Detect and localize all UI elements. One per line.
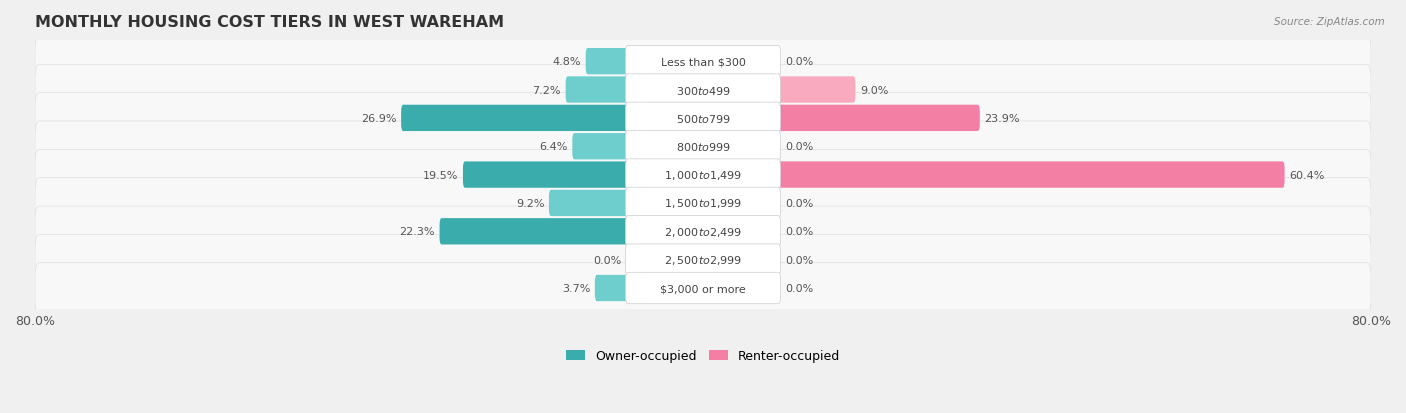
FancyBboxPatch shape bbox=[572, 134, 630, 160]
FancyBboxPatch shape bbox=[586, 49, 630, 75]
FancyBboxPatch shape bbox=[626, 159, 780, 191]
Text: 0.0%: 0.0% bbox=[785, 227, 813, 237]
Text: 0.0%: 0.0% bbox=[785, 142, 813, 152]
Text: $2,500 to $2,999: $2,500 to $2,999 bbox=[664, 254, 742, 266]
Text: 7.2%: 7.2% bbox=[533, 85, 561, 95]
Legend: Owner-occupied, Renter-occupied: Owner-occupied, Renter-occupied bbox=[567, 349, 839, 363]
Text: 0.0%: 0.0% bbox=[785, 57, 813, 67]
Text: 23.9%: 23.9% bbox=[984, 114, 1019, 123]
Text: 9.0%: 9.0% bbox=[860, 85, 889, 95]
FancyBboxPatch shape bbox=[35, 263, 1371, 313]
Text: 9.2%: 9.2% bbox=[516, 199, 544, 209]
FancyBboxPatch shape bbox=[548, 190, 630, 216]
FancyBboxPatch shape bbox=[35, 178, 1371, 229]
FancyBboxPatch shape bbox=[565, 77, 630, 103]
FancyBboxPatch shape bbox=[35, 93, 1371, 144]
FancyBboxPatch shape bbox=[776, 77, 855, 103]
FancyBboxPatch shape bbox=[35, 37, 1371, 87]
FancyBboxPatch shape bbox=[463, 162, 630, 188]
FancyBboxPatch shape bbox=[626, 216, 780, 247]
Text: $800 to $999: $800 to $999 bbox=[675, 141, 731, 153]
FancyBboxPatch shape bbox=[626, 103, 780, 134]
FancyBboxPatch shape bbox=[401, 105, 630, 132]
FancyBboxPatch shape bbox=[595, 275, 630, 301]
FancyBboxPatch shape bbox=[35, 206, 1371, 257]
FancyBboxPatch shape bbox=[776, 105, 980, 132]
FancyBboxPatch shape bbox=[776, 162, 1285, 188]
Text: 22.3%: 22.3% bbox=[399, 227, 434, 237]
Text: $1,000 to $1,499: $1,000 to $1,499 bbox=[664, 169, 742, 182]
Text: 26.9%: 26.9% bbox=[361, 114, 396, 123]
FancyBboxPatch shape bbox=[626, 46, 780, 78]
Text: 19.5%: 19.5% bbox=[423, 170, 458, 180]
FancyBboxPatch shape bbox=[626, 131, 780, 163]
Text: $500 to $799: $500 to $799 bbox=[675, 113, 731, 125]
Text: $2,000 to $2,499: $2,000 to $2,499 bbox=[664, 225, 742, 238]
FancyBboxPatch shape bbox=[35, 65, 1371, 116]
Text: 60.4%: 60.4% bbox=[1289, 170, 1324, 180]
FancyBboxPatch shape bbox=[440, 218, 630, 245]
FancyBboxPatch shape bbox=[626, 75, 780, 106]
Text: Source: ZipAtlas.com: Source: ZipAtlas.com bbox=[1274, 17, 1385, 26]
Text: 0.0%: 0.0% bbox=[785, 255, 813, 265]
Text: $300 to $499: $300 to $499 bbox=[675, 84, 731, 96]
Text: $1,500 to $1,999: $1,500 to $1,999 bbox=[664, 197, 742, 210]
Text: 6.4%: 6.4% bbox=[540, 142, 568, 152]
Text: Less than $300: Less than $300 bbox=[661, 57, 745, 67]
Text: 0.0%: 0.0% bbox=[785, 283, 813, 293]
FancyBboxPatch shape bbox=[35, 122, 1371, 172]
Text: MONTHLY HOUSING COST TIERS IN WEST WAREHAM: MONTHLY HOUSING COST TIERS IN WEST WAREH… bbox=[35, 15, 505, 30]
FancyBboxPatch shape bbox=[35, 235, 1371, 285]
FancyBboxPatch shape bbox=[626, 273, 780, 304]
Text: 0.0%: 0.0% bbox=[593, 255, 621, 265]
Text: 4.8%: 4.8% bbox=[553, 57, 581, 67]
Text: $3,000 or more: $3,000 or more bbox=[661, 283, 745, 293]
FancyBboxPatch shape bbox=[626, 188, 780, 219]
FancyBboxPatch shape bbox=[35, 150, 1371, 200]
Text: 0.0%: 0.0% bbox=[785, 199, 813, 209]
FancyBboxPatch shape bbox=[626, 244, 780, 276]
Text: 3.7%: 3.7% bbox=[562, 283, 591, 293]
